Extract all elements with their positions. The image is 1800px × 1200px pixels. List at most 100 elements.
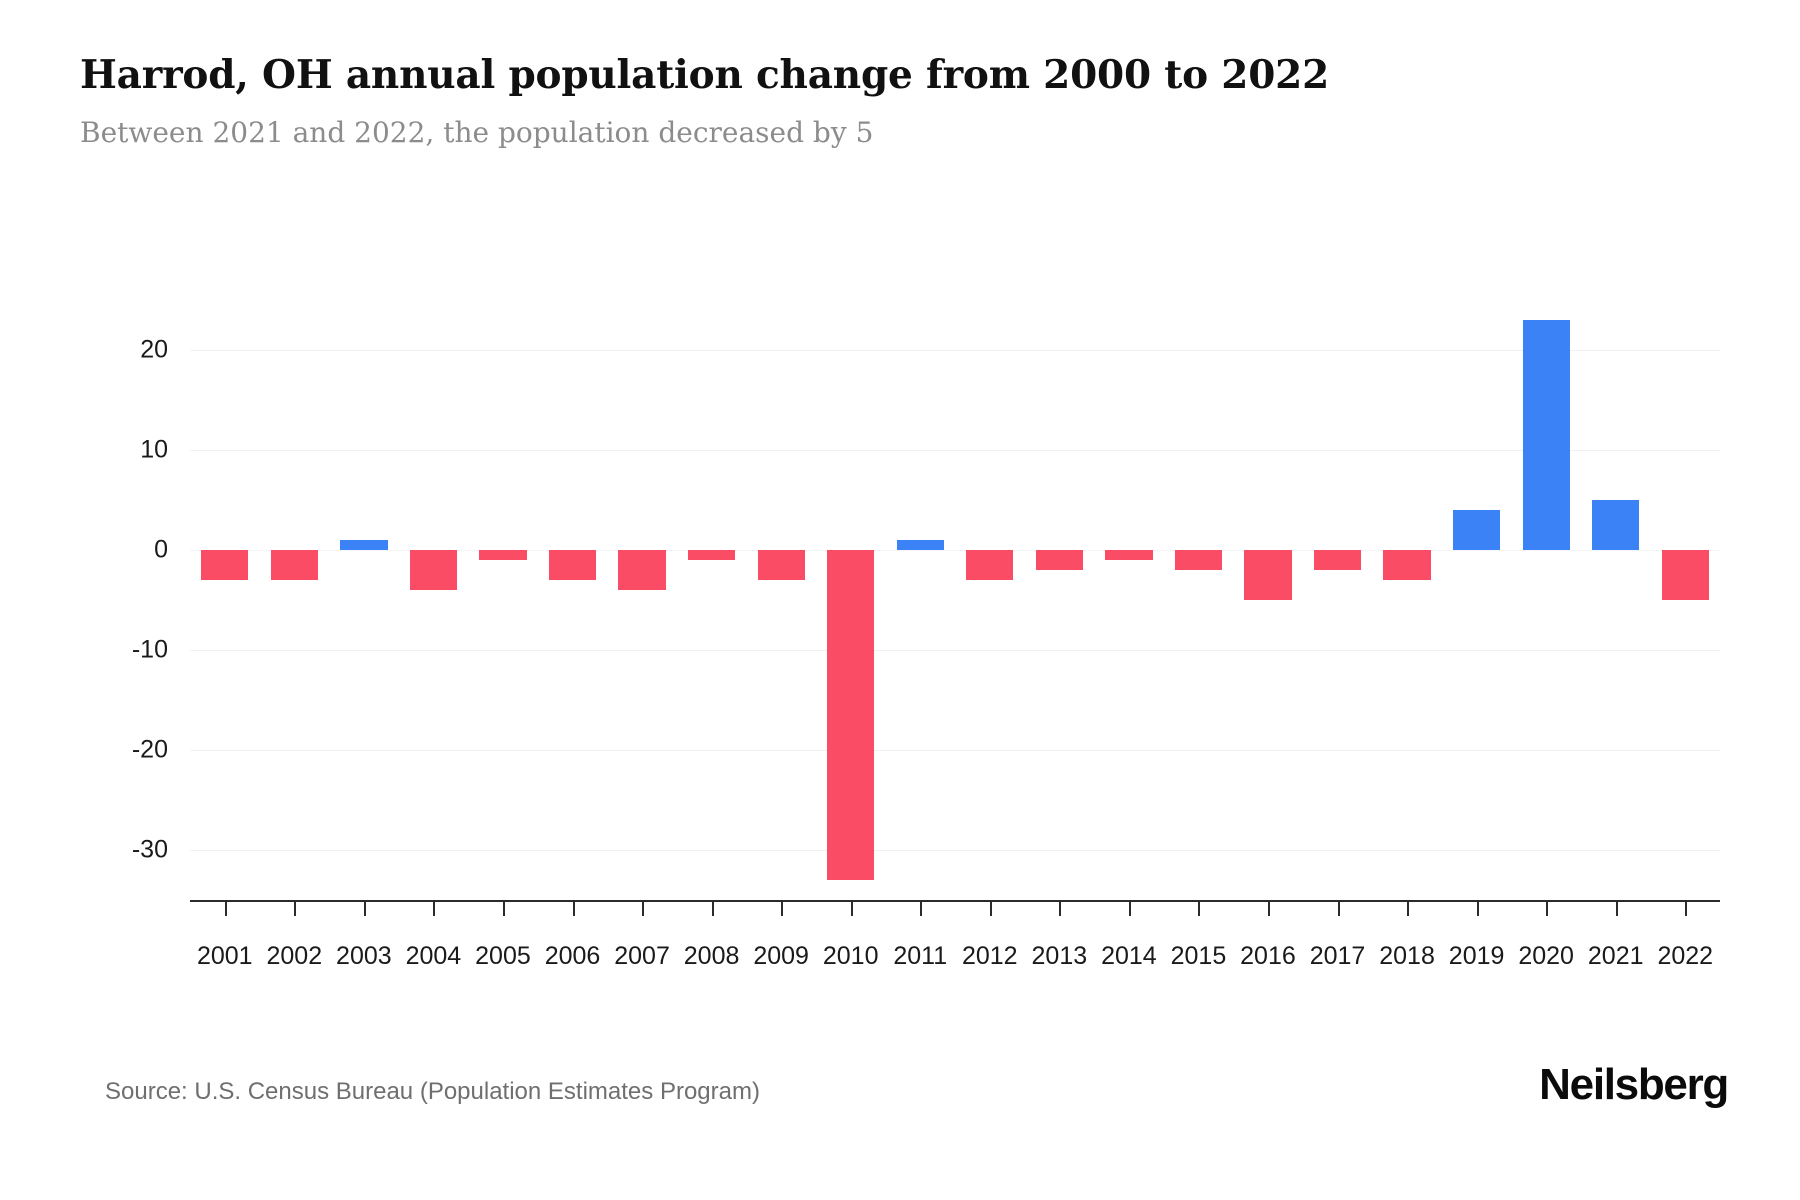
bar[interactable]	[548, 550, 597, 580]
bar[interactable]	[340, 540, 388, 550]
bar[interactable]	[1174, 550, 1223, 570]
gridline	[190, 650, 1720, 651]
bar[interactable]	[270, 550, 318, 580]
bar[interactable]	[1592, 500, 1640, 550]
chart-subtitle: Between 2021 and 2022, the population de…	[80, 116, 874, 150]
x-axis-label: 2021	[1587, 942, 1644, 970]
chart-header: Harrod, OH annual population change from…	[80, 52, 1730, 149]
bar-slot[interactable]	[677, 300, 747, 900]
bar[interactable]	[896, 540, 944, 550]
bar-slot[interactable]	[399, 300, 469, 900]
plot-canvas: 20 10 0 -10 -20 -30	[132, 300, 1720, 916]
x-axis-tick	[989, 902, 992, 916]
bar-slot[interactable]	[538, 300, 608, 900]
x-axis-label: 2010	[822, 942, 879, 970]
bar-slot[interactable]	[329, 300, 399, 900]
x-axis-tick	[1407, 902, 1410, 916]
x-axis-label: 2016	[1240, 942, 1296, 970]
x-axis-label: 2014	[1101, 942, 1157, 970]
x-axis-label: 2008	[683, 942, 740, 970]
x-axis-label: 2004	[405, 942, 462, 970]
bar[interactable]	[1522, 320, 1570, 550]
bar-slot[interactable]	[190, 300, 260, 900]
x-axis-tick	[1267, 902, 1270, 916]
x-axis-tick	[294, 902, 297, 916]
bar[interactable]	[757, 550, 805, 580]
gridline	[190, 550, 1720, 551]
bar-slot[interactable]	[1303, 300, 1373, 900]
x-axis-label: 2012	[961, 942, 1018, 970]
source-note: Source: U.S. Census Bureau (Population E…	[105, 1078, 760, 1105]
bar[interactable]	[1452, 510, 1501, 550]
bar-slot[interactable]	[1650, 300, 1720, 900]
x-axis-tick	[711, 902, 714, 916]
bar-slot[interactable]	[1581, 300, 1651, 900]
bar-slot[interactable]	[1442, 300, 1512, 900]
bar[interactable]	[827, 550, 875, 880]
x-axis-label: 2018	[1379, 942, 1435, 970]
x-axis-label: 2001	[196, 942, 253, 970]
x-axis-tick	[920, 902, 923, 916]
bars-group	[190, 300, 1720, 900]
bar-slot[interactable]	[1025, 300, 1095, 900]
bar[interactable]	[479, 550, 527, 560]
bar[interactable]	[1244, 550, 1292, 600]
gridline	[190, 450, 1720, 451]
x-axis-tick	[502, 902, 505, 916]
bar[interactable]	[1105, 550, 1153, 560]
y-axis-tick-label: -10	[131, 635, 168, 664]
bar[interactable]	[1661, 550, 1709, 600]
y-axis-tick-label: -30	[131, 835, 168, 864]
x-axis-label: 2003	[336, 942, 392, 970]
x-axis-label: 2005	[475, 942, 531, 970]
y-axis-tick-label: 20	[140, 335, 168, 364]
bar-slot[interactable]	[1233, 300, 1303, 900]
x-axis-label: 2015	[1170, 942, 1227, 970]
x-axis-tick	[1685, 902, 1688, 916]
x-axis-label: 2002	[266, 942, 323, 970]
bar[interactable]	[201, 550, 249, 580]
bar[interactable]	[618, 550, 666, 590]
x-axis-label: 2011	[893, 942, 948, 970]
y-axis-tick-label: 0	[154, 535, 168, 564]
x-axis-tick	[433, 902, 436, 916]
brand-logo: Neilsberg	[1539, 1060, 1729, 1109]
x-axis-tick	[1198, 902, 1201, 916]
bar-slot[interactable]	[1164, 300, 1234, 900]
x-axis-tick	[1059, 902, 1062, 916]
gridline	[190, 850, 1720, 851]
x-axis-label: 2022	[1657, 942, 1714, 970]
bar-slot[interactable]	[1511, 300, 1581, 900]
bar-slot[interactable]	[1094, 300, 1164, 900]
x-axis-label: 2019	[1448, 942, 1505, 970]
bar-slot[interactable]	[468, 300, 538, 900]
bar[interactable]	[1383, 550, 1431, 580]
x-axis-line	[190, 900, 1720, 902]
page-title: Harrod, OH annual population change from…	[80, 52, 1330, 98]
x-axis-tick	[1128, 902, 1131, 916]
bar[interactable]	[1035, 550, 1083, 570]
bar-slot[interactable]	[885, 300, 955, 900]
x-axis-label: 2017	[1309, 942, 1366, 970]
bar-slot[interactable]	[816, 300, 886, 900]
bar-slot[interactable]	[607, 300, 677, 900]
x-axis-label: 2009	[753, 942, 809, 970]
bar-slot[interactable]	[955, 300, 1025, 900]
x-axis-label: 2006	[544, 942, 601, 970]
x-axis-tick	[850, 902, 853, 916]
bar-slot[interactable]	[260, 300, 330, 900]
bar[interactable]	[1313, 550, 1362, 570]
x-axis-tick	[1546, 902, 1549, 916]
bar[interactable]	[966, 550, 1014, 580]
bar[interactable]	[687, 550, 736, 560]
x-axis-label: 2007	[614, 942, 670, 970]
x-axis-tick	[1337, 902, 1340, 916]
x-axis-label: 2013	[1031, 942, 1088, 970]
x-axis-label: 2020	[1518, 942, 1574, 970]
x-axis-tick	[781, 902, 784, 916]
bar-slot[interactable]	[1372, 300, 1442, 900]
bar-slot[interactable]	[746, 300, 816, 900]
bar[interactable]	[409, 550, 458, 590]
y-axis-tick-label: -20	[131, 735, 168, 764]
